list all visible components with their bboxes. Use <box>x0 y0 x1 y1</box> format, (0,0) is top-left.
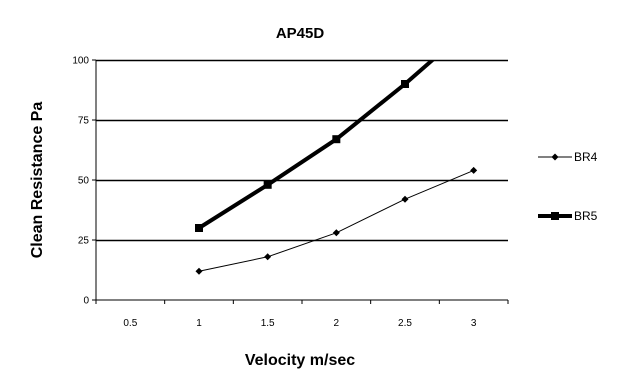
x-tick-label-0: 0.5 <box>123 318 137 329</box>
y-tick-label-4: 100 <box>72 56 89 67</box>
point-BR4-0 <box>195 267 203 275</box>
series-line-BR5 <box>197 60 436 230</box>
point-BR4-1 <box>264 253 272 261</box>
x-tick-label-2: 1.5 <box>261 318 275 329</box>
point-BR5-0 <box>195 224 203 232</box>
series-group <box>195 20 478 275</box>
legend: BR4 BR5 <box>538 150 598 223</box>
series-line-BR4 <box>198 169 474 272</box>
chart-title: AP45D <box>276 25 325 42</box>
point-BR5-2 <box>332 135 341 144</box>
x-tick-label-4: 2.5 <box>398 318 412 329</box>
legend-label-BR5: BR5 <box>574 209 598 223</box>
x-tick-label-1: 1 <box>196 318 202 329</box>
legend-label-BR4: BR4 <box>574 150 598 164</box>
y-tick-label-1: 25 <box>78 236 90 247</box>
x-axis-ticks: 0.5 1 1.5 2 2.5 3 <box>95 300 509 329</box>
legend-marker-BR5 <box>551 212 559 220</box>
point-BR4-3 <box>401 195 409 203</box>
x-axis-title: Velocity m/sec <box>245 352 355 369</box>
y-axis-ticks: 0 25 50 75 100 <box>72 56 96 307</box>
y-tick-label-3: 75 <box>78 116 90 127</box>
x-tick-label-3: 2 <box>334 318 340 329</box>
y-axis-title: Clean Resistance Pa <box>29 102 46 259</box>
y-tick-label-0: 0 <box>83 296 89 307</box>
point-BR4-4 <box>470 166 478 174</box>
point-BR4-2 <box>332 229 340 237</box>
x-tick-label-5: 3 <box>471 318 477 329</box>
point-BR5-1 <box>263 180 272 189</box>
point-BR5-3 <box>401 80 409 88</box>
y-tick-label-2: 50 <box>78 176 90 187</box>
gridlines <box>96 59 508 242</box>
legend-marker-BR4 <box>551 153 559 161</box>
point-BR5-4 <box>470 20 478 28</box>
